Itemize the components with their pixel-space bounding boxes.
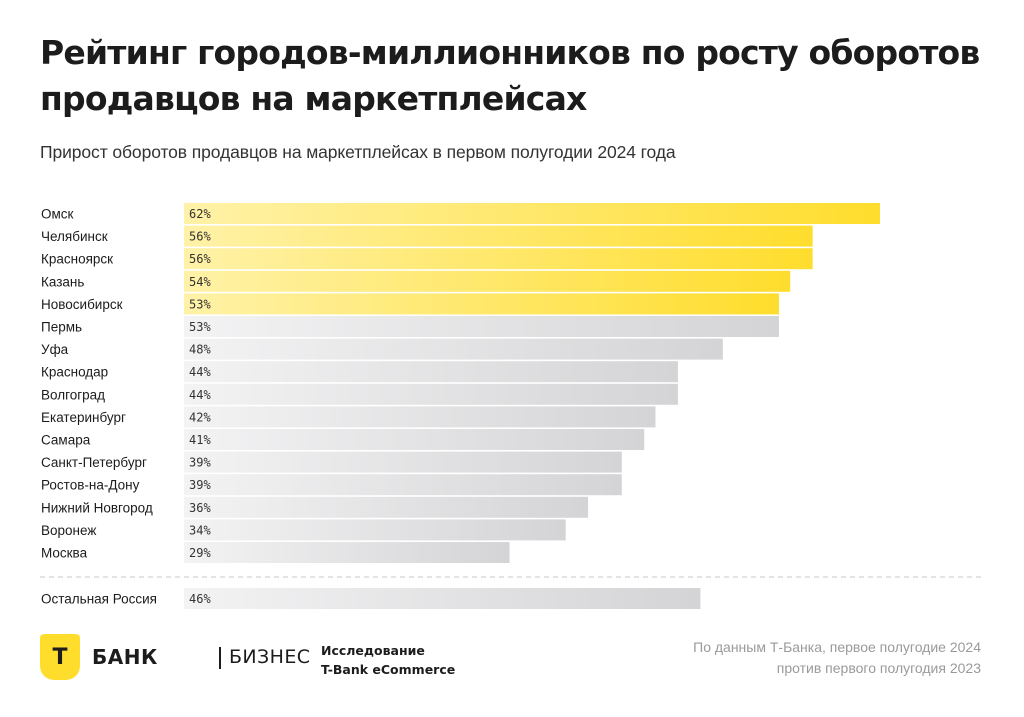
category-label: Москва xyxy=(41,546,88,561)
bar xyxy=(184,361,678,383)
source-line-1: По данным Т-Банка, первое полугодие 2024 xyxy=(693,639,981,655)
reference-value-label: 46% xyxy=(189,592,211,606)
value-label: 53% xyxy=(189,320,211,334)
category-label: Новосибирск xyxy=(41,297,123,312)
value-label: 44% xyxy=(189,365,211,379)
value-label: 42% xyxy=(189,410,211,424)
bar-row: Москва 29% xyxy=(41,542,510,563)
bar-row: Ростов-на-Дону 39% xyxy=(41,474,622,496)
bar xyxy=(184,316,779,337)
bar xyxy=(184,429,645,450)
bar-highlighted xyxy=(184,203,880,224)
bar-row: Казань 54% xyxy=(41,270,791,292)
research-line-2: T-Bank eCommerce xyxy=(321,662,456,677)
source-note: По данным Т-Банка, первое полугодие 2024… xyxy=(693,637,981,679)
source-line-2: против первого полугодия 2023 xyxy=(776,660,981,676)
value-label: 53% xyxy=(189,297,211,311)
value-label: 41% xyxy=(189,433,211,447)
bar-row: Самара 41% xyxy=(41,429,645,450)
category-label: Нижний Новгород xyxy=(41,500,153,515)
value-label: 54% xyxy=(189,275,211,289)
tbank-shield-icon: Т xyxy=(40,634,80,680)
bar xyxy=(184,338,723,360)
category-label: Краснодар xyxy=(41,365,108,380)
research-label: Исследование T-Bank eCommerce xyxy=(321,641,455,679)
bar-row: Челябинск 56% xyxy=(41,225,813,247)
chart-title: Рейтинг городов-миллионников по росту об… xyxy=(40,33,980,118)
bar-row: Воронеж 34% xyxy=(41,519,566,541)
category-label: Волгоград xyxy=(41,387,105,402)
value-label: 39% xyxy=(189,456,211,470)
bar-highlighted xyxy=(184,248,813,270)
bar-highlighted xyxy=(184,293,779,315)
reference-bar xyxy=(184,588,701,609)
logo-business-text: БИЗНЕС xyxy=(229,646,311,668)
value-label: 44% xyxy=(189,388,211,402)
value-label: 39% xyxy=(189,478,211,492)
category-label: Челябинск xyxy=(41,229,108,244)
category-label: Омск xyxy=(41,207,74,222)
value-label: 56% xyxy=(189,230,211,244)
bar-row: Екатеринбург 42% xyxy=(41,406,656,428)
category-label: Красноярск xyxy=(41,252,113,267)
category-label: Уфа xyxy=(41,342,69,357)
value-label: 62% xyxy=(189,207,211,221)
category-label: Санкт-Петербург xyxy=(41,455,147,470)
bar xyxy=(184,406,656,428)
category-label: Воронеж xyxy=(41,523,96,538)
bar-row: Нижний Новгород 36% xyxy=(41,496,589,518)
research-line-1: Исследование xyxy=(321,643,425,658)
bar-row: Волгоград 44% xyxy=(41,383,678,405)
bar xyxy=(184,383,678,405)
bar xyxy=(184,519,566,541)
bar-row: Новосибирск 53% xyxy=(41,293,779,315)
bar-row: Санкт-Петербург 39% xyxy=(41,451,622,473)
bar xyxy=(184,474,622,496)
bar-row: Красноярск 56% xyxy=(41,248,813,270)
category-label: Ростов-на-Дону xyxy=(41,478,140,493)
bar xyxy=(184,496,589,518)
logo-separator xyxy=(219,647,221,669)
bar-row: Пермь 53% xyxy=(41,316,779,337)
tbank-business-logo: Т БАНК БИЗНЕС xyxy=(40,634,310,684)
bar-highlighted xyxy=(184,225,813,247)
category-label: Самара xyxy=(41,433,91,448)
category-label: Казань xyxy=(41,274,84,289)
logo-bank-text: БАНК xyxy=(92,645,158,669)
category-label: Екатеринбург xyxy=(41,410,126,425)
value-label: 48% xyxy=(189,343,211,357)
value-label: 29% xyxy=(189,546,211,560)
reference-category-label: Остальная Россия xyxy=(41,592,157,607)
bar-row: Краснодар 44% xyxy=(41,361,678,383)
chart-subtitle: Прирост оборотов продавцов на маркетплей… xyxy=(40,142,676,162)
bar xyxy=(184,542,510,563)
category-label: Пермь xyxy=(41,320,82,335)
bar xyxy=(184,451,622,473)
bar-row: Уфа 48% xyxy=(41,338,723,360)
bar-chart: Омск 62% Челябинск 56% Красноярск 56% Казань 54… xyxy=(40,203,982,609)
bar-highlighted xyxy=(184,270,791,292)
value-label: 36% xyxy=(189,501,211,515)
value-label: 34% xyxy=(189,523,211,537)
value-label: 56% xyxy=(189,252,211,266)
bar-row: Омск 62% xyxy=(41,203,880,224)
